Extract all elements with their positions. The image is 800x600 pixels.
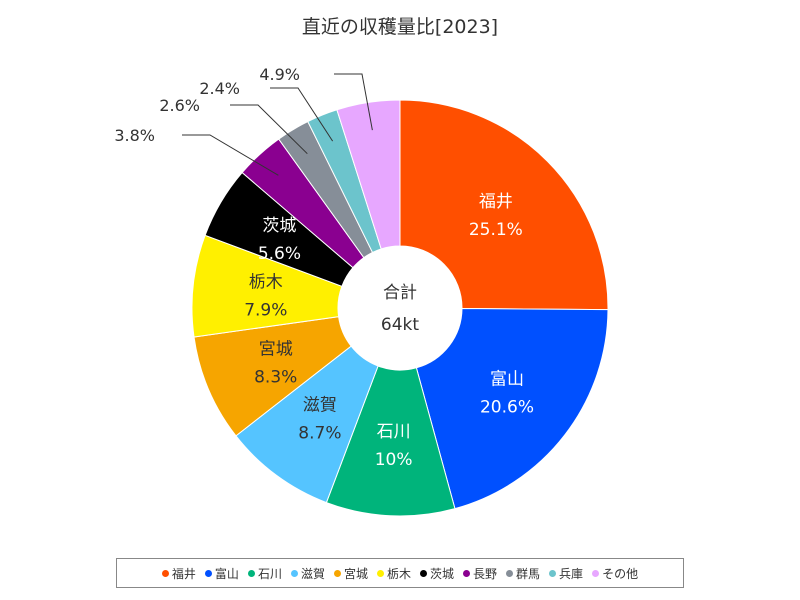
slice-name-label: 栃木 — [249, 272, 283, 292]
legend-label: 長野 — [473, 566, 498, 581]
legend-swatch — [290, 569, 298, 577]
legend-label: 滋賀 — [300, 566, 325, 581]
legend-swatch — [333, 569, 341, 577]
leader-line — [230, 104, 308, 155]
legend-swatch — [247, 569, 255, 577]
slice-value-label: 10% — [375, 450, 413, 470]
leader-line — [270, 87, 334, 142]
pie-slice-11 — [336, 99, 401, 250]
legend-swatch — [376, 569, 384, 577]
legend-label: 石川 — [257, 566, 282, 581]
pie-slice-5 — [193, 316, 352, 437]
slice-name-label: 富山 — [490, 369, 524, 389]
legend-swatch — [161, 569, 169, 577]
chart-title: 直近の収穫量比[2023] — [301, 16, 499, 38]
slice-value-label: 5.6% — [258, 244, 301, 264]
slice-value-label: 2.4% — [199, 79, 240, 98]
legend-item: 滋賀 — [290, 565, 325, 582]
slice-name-label: 滋賀 — [303, 396, 337, 416]
legend-item: 福井 — [161, 565, 196, 582]
slice-value-label: 3.8% — [114, 126, 155, 145]
legend-label: 栃木 — [386, 566, 411, 581]
center-total-label: 合計 — [383, 283, 417, 303]
legend-label: 福井 — [171, 566, 196, 581]
legend-swatch — [549, 569, 557, 577]
slice-value-label: 25.1% — [469, 220, 523, 240]
leader-line — [334, 73, 373, 131]
legend-item: その他 — [592, 565, 638, 582]
legend-label: 宮城 — [343, 566, 368, 581]
slice-value-label: 20.6% — [480, 397, 534, 417]
legend-item: 茨城 — [420, 565, 454, 582]
slice-name-label: 石川 — [377, 422, 411, 442]
slice-name-label: 宮城 — [259, 340, 293, 360]
pie-slice-2 — [415, 307, 609, 510]
legend-swatch — [204, 569, 212, 577]
slice-value-label: 8.3% — [254, 368, 297, 388]
pie-slice-1 — [399, 99, 609, 311]
legend-item: 富山 — [204, 565, 239, 582]
legend-label: 群馬 — [516, 566, 541, 581]
legend-label: 富山 — [214, 566, 239, 581]
legend-label: その他 — [602, 566, 639, 581]
slice-name-label: 茨城 — [262, 216, 296, 236]
legend-item: 兵庫 — [549, 565, 583, 582]
slice-value-label: 8.7% — [298, 424, 341, 444]
center-total-value: 64kt — [381, 315, 419, 335]
legend-label: 茨城 — [430, 566, 455, 581]
pie-slice-3 — [325, 365, 456, 517]
legend-swatch — [420, 569, 427, 577]
slice-value-label: 2.6% — [159, 96, 200, 115]
legend-swatch — [592, 569, 600, 577]
legend-swatch — [506, 569, 514, 577]
leader-line — [182, 134, 279, 176]
legend: 福井 富山 石川 滋賀 宮城 栃木 茨城 長野 群馬 兵庫 その他 — [116, 558, 684, 588]
legend-item: 石川 — [247, 565, 282, 582]
slice-value-label: 4.9% — [259, 65, 300, 84]
legend-item: 群馬 — [506, 565, 540, 582]
slice-value-label: 7.9% — [244, 300, 287, 320]
legend-item: 宮城 — [333, 565, 368, 582]
slice-name-label: 福井 — [479, 192, 513, 212]
legend-item: 栃木 — [376, 565, 411, 582]
legend-swatch — [463, 569, 471, 577]
legend-item: 長野 — [463, 565, 497, 582]
legend-label: 兵庫 — [559, 566, 584, 581]
